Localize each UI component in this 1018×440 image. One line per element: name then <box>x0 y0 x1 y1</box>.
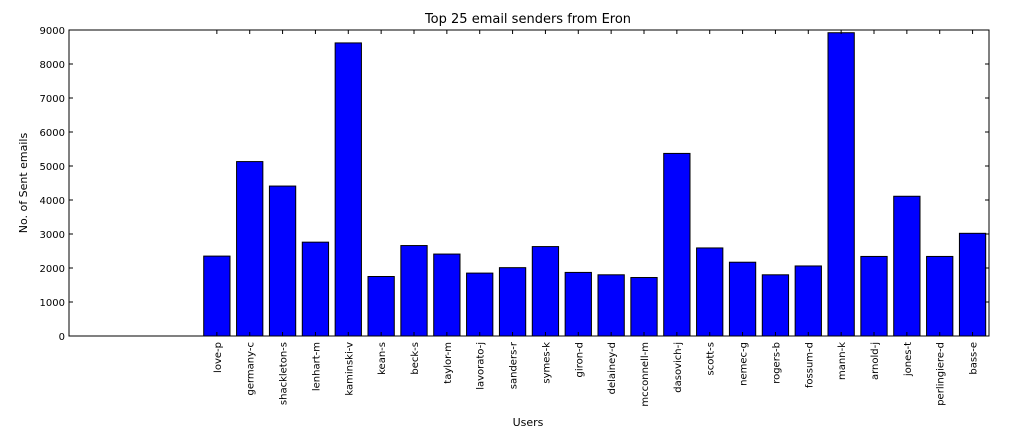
bar-symes-k <box>531 246 560 337</box>
x-tick-label: shackleton-s <box>279 342 290 405</box>
bars-group <box>203 32 987 337</box>
bar-sanders-r <box>498 267 527 337</box>
x-tick-label: love-p <box>213 342 224 373</box>
x-tick-label: mann-k <box>837 342 848 380</box>
bar-rogers-b <box>761 274 790 337</box>
bar-fossum-d <box>794 265 822 337</box>
x-tick-label: nemec-g <box>739 342 750 386</box>
x-tick-label: kean-s <box>377 342 388 375</box>
y-tick-label: 0 <box>59 332 65 343</box>
bar-perlingiere-d <box>926 255 954 337</box>
x-tick-label: lavorato-j <box>476 342 487 390</box>
bar-kaminski-v <box>334 42 362 337</box>
y-tick-label: 3000 <box>40 230 65 241</box>
x-tick-label: dasovich-j <box>673 342 684 393</box>
x-tick-label: scott-s <box>706 342 717 376</box>
y-tick-label: 5000 <box>40 162 65 173</box>
y-axis-label: No. of Sent emails <box>17 133 30 234</box>
x-tick-label: sanders-r <box>509 341 520 389</box>
bar-shackleton-s <box>268 185 297 337</box>
x-tick-label: delainey-d <box>607 342 618 394</box>
y-tick-label: 9000 <box>40 26 65 37</box>
bar-bass-e <box>958 232 987 337</box>
x-tick-label: arnold-j <box>870 342 881 380</box>
x-tick-label: fossum-d <box>804 342 815 388</box>
x-tick-label: bass-e <box>969 342 980 375</box>
x-tick-label: taylor-m <box>443 342 454 384</box>
bar-delainey-d <box>597 274 625 337</box>
bar-lenhart-m <box>301 241 330 337</box>
y-tick-label: 6000 <box>40 128 65 139</box>
y-tick-label: 1000 <box>40 298 65 309</box>
x-axis-label: Users <box>513 416 544 429</box>
y-tick-label: 4000 <box>40 196 65 207</box>
bar-germany-c <box>236 161 264 337</box>
bar-nemec-g <box>728 261 757 337</box>
bar-taylor-m <box>433 253 461 337</box>
x-tick-label: kaminski-v <box>344 342 355 396</box>
bar-lavorato-j <box>466 272 494 337</box>
x-tick-label: giron-d <box>574 342 585 377</box>
y-tick-label: 7000 <box>40 94 65 105</box>
bar-giron-d <box>564 271 592 337</box>
x-tick-label: rogers-b <box>771 342 782 384</box>
bar-kean-s <box>367 276 395 337</box>
x-tick-label: mcconnell-m <box>640 342 651 407</box>
y-tick-label: 2000 <box>40 264 65 275</box>
plot-frame <box>68 29 990 337</box>
y-tick-label: 8000 <box>40 60 65 71</box>
bar-dasovich-j <box>663 152 691 337</box>
x-tick-label: perlingiere-d <box>936 342 947 406</box>
x-tick-label: symes-k <box>541 342 552 384</box>
bar-arnold-j <box>860 255 888 337</box>
bar-jones-t <box>893 195 921 337</box>
chart-title: Top 25 email senders from Eron <box>424 12 631 27</box>
bar-love-p <box>203 255 231 337</box>
bar-scott-s <box>696 247 724 337</box>
bar-mcconnell-m <box>630 277 658 337</box>
x-tick-label: lenhart-m <box>311 342 322 391</box>
bar-beck-s <box>400 245 428 337</box>
x-axis-ticks: love-p germany-c shackleton-s lenhart-m kami… <box>213 30 980 407</box>
x-tick-label: germany-c <box>246 342 257 396</box>
x-tick-label: jones-t <box>903 342 914 377</box>
x-tick-label: beck-s <box>410 342 421 375</box>
bar-mann-k <box>827 32 855 337</box>
